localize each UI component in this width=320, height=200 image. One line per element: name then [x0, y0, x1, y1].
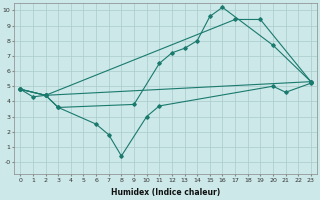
X-axis label: Humidex (Indice chaleur): Humidex (Indice chaleur): [111, 188, 220, 197]
